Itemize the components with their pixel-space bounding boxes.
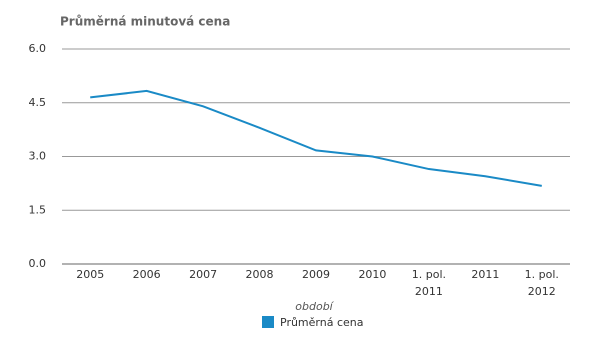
legend-label: Průměrná cena [280, 316, 363, 329]
x-tick-label: 2010 [358, 268, 387, 281]
x-tick-label: 2005 [76, 268, 105, 281]
x-tick-label: 2006 [132, 268, 161, 281]
x-axis-label: období [295, 300, 334, 313]
x-tick-label: 1. pol. 2012 [524, 268, 559, 298]
x-tick-label: 2007 [189, 268, 218, 281]
x-tick-label: 2008 [245, 268, 274, 281]
line [90, 89, 542, 187]
y-tick-label: 4.5 [29, 96, 47, 109]
y-tick-label: 3.0 [29, 150, 47, 163]
y-tick-label: 6.0 [29, 42, 47, 55]
x-tick-label: 2011 [471, 268, 500, 281]
y-tick-label: 1.5 [29, 203, 47, 216]
x-tick-label: 1. pol. 2011 [411, 268, 446, 298]
y-tick-label: 0.0 [29, 257, 47, 270]
legend-swatch [262, 316, 274, 328]
chart-title: Průměrná minutová cena [60, 15, 230, 29]
x-tick-label: 2009 [302, 268, 330, 281]
